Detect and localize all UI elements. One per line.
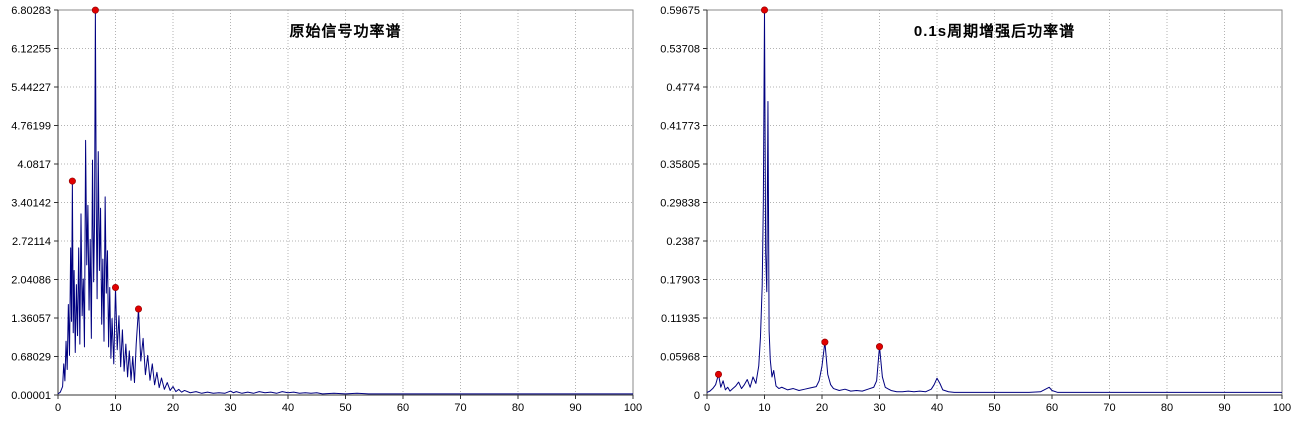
x-tick-label: 60	[397, 402, 409, 414]
y-tick-label: 0.53708	[660, 44, 700, 56]
y-tick-label: 0	[694, 390, 700, 402]
chart-canvas-enhanced-signal: 0.59675 0.53708 0.4774 0.41773 0.35805 0.2983…	[660, 5, 1291, 414]
x-tick-label: 40	[931, 402, 943, 414]
y-tick-label: 1.36057	[11, 313, 51, 325]
x-tick-label: 20	[816, 402, 828, 414]
peak-marker	[91, 6, 99, 14]
x-tick-label: 50	[988, 402, 1000, 414]
y-tick-label: 3.40142	[11, 198, 51, 210]
peak-marker	[112, 283, 120, 291]
y-tick-label: 0.29838	[660, 198, 700, 210]
y-tick-label: 0.35805	[660, 159, 700, 171]
y-tick-label: 2.04086	[11, 275, 51, 287]
chart-canvas-original-signal: 6.80283 6.12255 5.44227 4.76199 4.0817 3.4014…	[11, 5, 642, 414]
x-tick-label: 30	[224, 402, 236, 414]
x-tick-label: 80	[512, 402, 524, 414]
y-tick-label: 4.76199	[11, 121, 51, 133]
spectrum-line	[57, 9, 633, 395]
peak-marker	[135, 305, 143, 313]
chart-panel-original-signal: 原始信号功率谱 6.80283 6.12255 5.44227 4.76199 4.08…	[0, 0, 648, 422]
y-tick-label: 0.11935	[661, 313, 700, 325]
y-tick-label: 0.2387	[666, 236, 700, 248]
x-tick-label: 0	[55, 402, 61, 414]
y-tick-label: 6.12255	[11, 44, 51, 56]
x-tick-label: 30	[873, 402, 885, 414]
y-tick-label: 0.4774	[666, 82, 700, 94]
x-tick-label: 40	[282, 402, 294, 414]
y-tick-label: 0.59675	[660, 5, 700, 17]
x-tick-label: 10	[758, 402, 770, 414]
x-tick-label: 90	[1218, 402, 1230, 414]
x-tick-label: 60	[1046, 402, 1058, 414]
x-tick-label: 80	[1161, 402, 1173, 414]
x-tick-label: 50	[339, 402, 351, 414]
peak-marker	[715, 370, 723, 378]
x-tick-label: 100	[624, 402, 642, 414]
x-tick-label: 0	[704, 402, 710, 414]
peak-marker	[761, 6, 769, 14]
x-tick-label: 90	[569, 402, 581, 414]
peak-marker	[68, 177, 76, 185]
x-tick-label: 70	[1103, 402, 1115, 414]
x-tick-label: 100	[1273, 402, 1291, 414]
y-tick-label: 0.00001	[11, 390, 51, 402]
peak-marker	[821, 338, 829, 346]
y-tick-label: 0.68029	[11, 352, 51, 364]
chart-panel-enhanced-signal: 0.1s周期增强后功率谱 0.59675 0.53708 0.4774 0.41773…	[649, 0, 1297, 422]
y-tick-label: 2.72114	[12, 236, 51, 248]
y-tick-label: 4.0817	[17, 159, 51, 171]
x-tick-label: 20	[167, 402, 179, 414]
y-tick-label: 0.41773	[660, 121, 700, 133]
x-tick-label: 70	[454, 402, 466, 414]
y-tick-label: 0.05968	[660, 352, 700, 364]
y-tick-label: 5.44227	[11, 82, 51, 94]
spectrum-line	[706, 9, 1282, 393]
peak-marker	[876, 343, 884, 351]
y-tick-label: 0.17903	[660, 275, 700, 287]
y-tick-label: 6.80283	[11, 5, 51, 17]
x-tick-label: 10	[109, 402, 121, 414]
